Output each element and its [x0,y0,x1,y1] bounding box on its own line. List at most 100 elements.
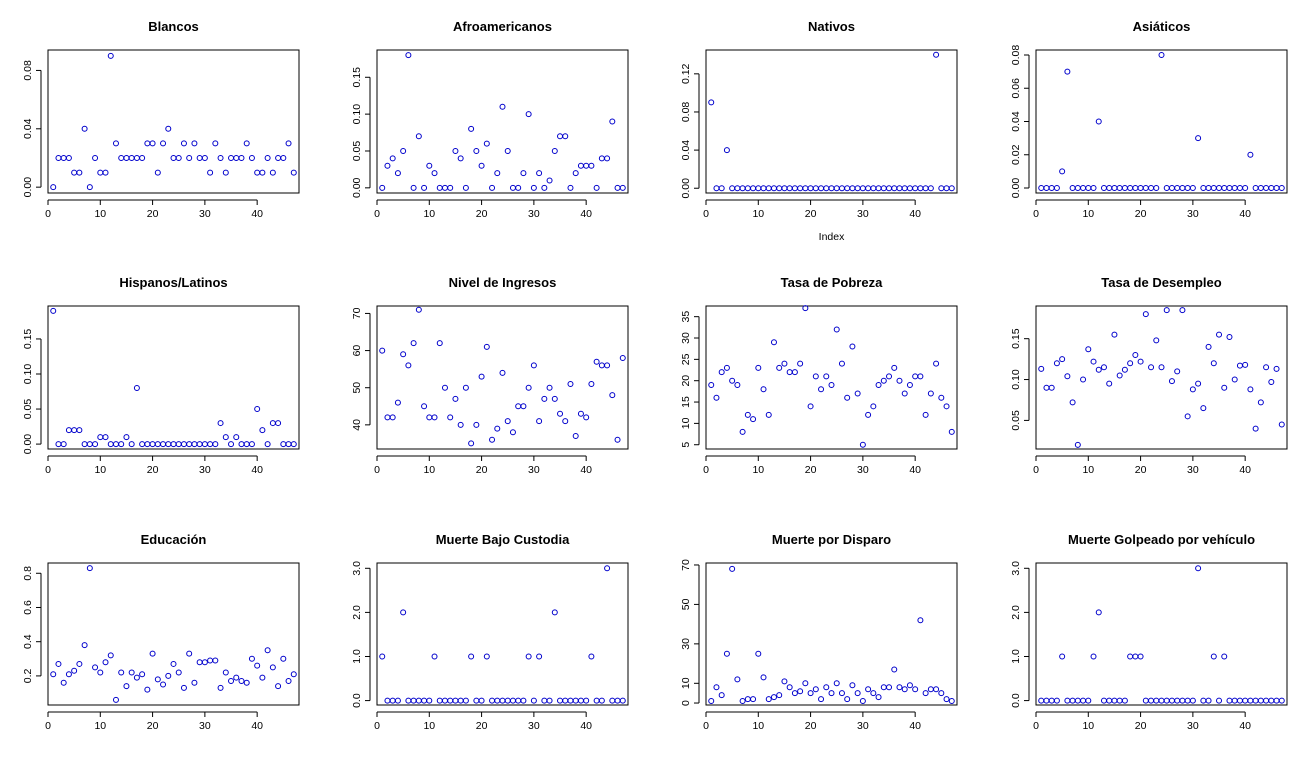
data-point [81,441,88,448]
data-point [483,343,490,350]
data-point [744,185,751,192]
data-point [870,403,877,410]
data-point [92,441,99,448]
data-point [421,697,428,704]
data-point [1252,425,1259,432]
data-point [807,185,814,192]
data-point [290,671,297,678]
data-point [1257,697,1264,704]
data-point [1257,185,1264,192]
plot-frame [1035,49,1288,194]
data-point [1268,697,1275,704]
data-point [468,653,475,660]
data-point [431,653,438,660]
data-point [154,169,161,176]
y-tick-label: 0.10 [22,364,34,385]
data-point [285,140,292,147]
data-point [577,162,584,169]
data-point [280,154,287,161]
data-point [441,384,448,391]
data-point [1216,185,1223,192]
data-point [1242,185,1249,192]
data-point [1090,358,1097,365]
x-tick-label: 10 [1082,208,1094,220]
data-point [718,692,725,699]
data-point [844,696,851,703]
data-point [886,373,893,380]
data-point [112,441,119,448]
data-point [400,147,407,154]
data-point [1142,311,1149,318]
data-point [1090,185,1097,192]
y-tick-label: 35 [680,311,692,323]
data-point [739,698,746,705]
data-point [207,657,214,664]
data-point [797,360,804,367]
data-point [436,340,443,347]
data-point [228,441,235,448]
data-point [499,103,506,110]
data-point [1205,343,1212,350]
data-point [97,434,104,441]
panel-title: Asiáticos [1133,19,1191,34]
plot-frame [376,49,629,194]
x-tick-label: 10 [752,720,764,732]
data-point [1080,697,1087,704]
data-point [1069,399,1076,406]
y-tick-label: 0.0 [351,693,363,708]
data-point [1053,697,1060,704]
data-point [86,441,93,448]
data-point [1263,697,1270,704]
data-point [912,373,919,380]
data-point [598,362,605,369]
data-point [170,660,177,667]
data-point [426,697,433,704]
x-tick-label: 0 [374,464,380,476]
data-point [217,154,224,161]
data-point [770,694,777,701]
y-tick-label: 0.12 [680,63,692,84]
data-point [818,696,825,703]
data-point [891,364,898,371]
data-point [859,698,866,705]
data-point [838,690,845,697]
data-point [139,671,146,678]
data-point [708,99,715,106]
data-point [943,185,950,192]
y-tick-label: 0.08 [22,60,34,81]
data-point [1257,399,1264,406]
data-point [228,154,235,161]
data-point [264,647,271,654]
data-point [729,377,736,384]
y-tick-label: 20 [680,375,692,387]
data-point [1048,185,1055,192]
data-point [133,674,140,681]
data-point [1195,380,1202,387]
data-point [494,170,501,177]
data-point [123,434,130,441]
data-point [812,686,819,693]
data-point [927,686,934,693]
panel-title: Hispanos/Latinos [119,275,227,290]
data-point [118,441,125,448]
data-point [901,686,908,693]
data-point [1153,185,1160,192]
data-point [708,698,715,705]
data-point [530,697,537,704]
panel-title: Tasa de Desempleo [1101,275,1221,290]
data-point [1038,185,1045,192]
y-tick-label: 0.15 [1010,328,1022,349]
data-point [583,414,590,421]
data-point [222,669,229,676]
data-point [494,697,501,704]
y-tick-label: 0.4 [22,634,34,649]
data-point [1148,185,1155,192]
data-point [128,154,135,161]
data-point [1048,697,1055,704]
data-point [567,381,574,387]
data-point [776,185,783,192]
y-tick-label: 0.08 [1010,45,1022,66]
data-point [1200,185,1207,192]
data-point [1278,185,1285,192]
panel-title: Tasa de Pobreza [781,275,883,290]
